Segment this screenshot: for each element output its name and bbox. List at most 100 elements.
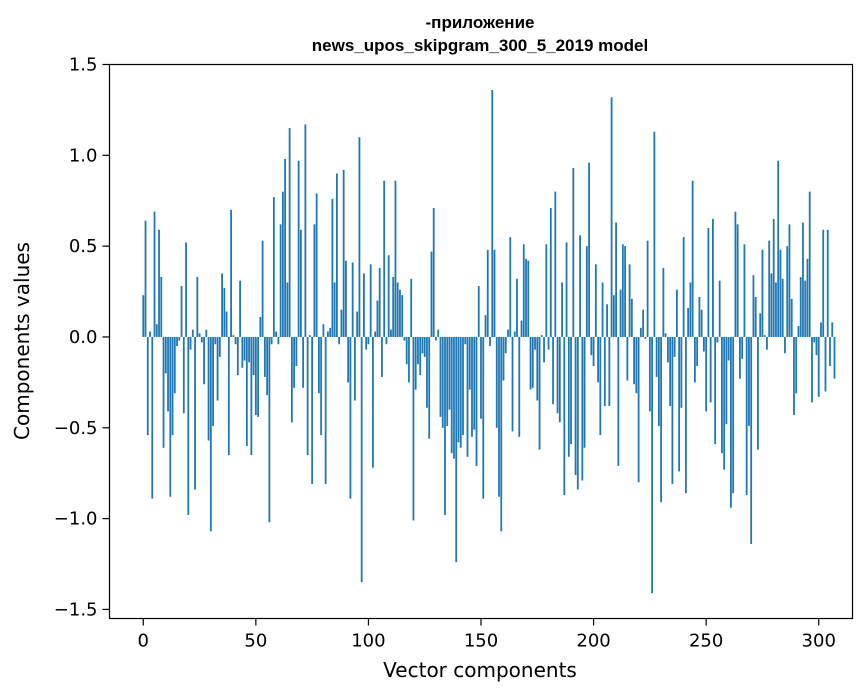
bar <box>689 282 692 337</box>
bar <box>680 336 683 408</box>
y-tick-label: 0.0 <box>69 327 98 348</box>
chart-title-line-2: news_upos_skipgram_300_5_2019 model <box>312 36 648 55</box>
x-axis-label: Vector components <box>383 658 577 682</box>
bar <box>549 208 552 337</box>
bar <box>617 336 620 466</box>
bar <box>187 336 190 515</box>
bar <box>757 336 759 450</box>
bar <box>509 237 512 337</box>
bar <box>511 336 514 432</box>
bar <box>218 336 221 357</box>
x-axis-ticks: 0 50 100 150 200 250 300 <box>138 618 836 652</box>
bar <box>311 336 314 485</box>
bar <box>529 336 532 390</box>
bar <box>448 336 451 410</box>
bar <box>727 336 730 361</box>
bar <box>664 333 667 337</box>
y-axis-ticks: −1.5 −1.0 −0.5 0.0 0.5 1.0 1.5 <box>54 55 110 620</box>
bar <box>367 336 370 345</box>
bar <box>642 309 645 337</box>
bar <box>561 282 563 337</box>
bar <box>444 336 446 515</box>
bar <box>457 336 460 443</box>
bar <box>540 335 543 337</box>
bar <box>428 336 431 439</box>
bar <box>450 336 453 454</box>
bar <box>525 258 527 337</box>
bar <box>603 336 606 406</box>
bar <box>263 336 266 377</box>
bar <box>394 180 397 337</box>
bar <box>822 229 825 337</box>
bar <box>160 277 163 337</box>
bar <box>173 336 176 394</box>
chart-title-line-1: -приложение <box>426 13 535 32</box>
bar <box>320 336 323 436</box>
bar <box>630 298 633 337</box>
bar <box>489 336 491 347</box>
bar <box>745 336 748 495</box>
bar <box>594 264 597 337</box>
bar <box>347 336 350 383</box>
bar <box>475 336 478 466</box>
bar <box>763 335 766 337</box>
bar <box>637 336 640 483</box>
bar <box>245 336 248 446</box>
bar <box>207 336 210 441</box>
bar <box>556 336 559 414</box>
bar <box>259 316 262 337</box>
bar <box>662 267 665 337</box>
bar <box>412 336 415 521</box>
bar <box>527 260 530 337</box>
bar <box>477 286 480 337</box>
bar <box>198 333 201 337</box>
bar <box>216 336 219 401</box>
bar <box>227 336 230 456</box>
bar <box>768 240 771 337</box>
bar <box>628 264 631 337</box>
bar <box>304 124 307 337</box>
bar <box>439 336 442 417</box>
bar <box>290 336 293 423</box>
bar <box>793 336 795 416</box>
bar <box>257 336 259 417</box>
bar <box>522 244 525 337</box>
bar <box>277 336 280 345</box>
bar <box>421 336 424 354</box>
bar <box>725 336 728 425</box>
bar <box>802 222 804 337</box>
bar <box>200 336 203 343</box>
bar <box>338 336 341 345</box>
bar <box>829 336 831 367</box>
bar <box>297 160 300 337</box>
bar <box>241 336 244 368</box>
bar <box>520 320 523 337</box>
bar <box>191 329 194 337</box>
bar <box>554 191 557 337</box>
bar <box>464 336 467 345</box>
bar <box>507 329 509 337</box>
bar <box>383 180 386 337</box>
bar <box>399 289 401 337</box>
bar <box>703 336 705 352</box>
bar <box>732 336 735 494</box>
bar <box>441 336 444 428</box>
bar <box>299 229 302 337</box>
y-tick-label: 1.5 <box>69 55 98 76</box>
bar <box>486 249 489 337</box>
bar <box>401 295 404 337</box>
bar <box>203 336 205 385</box>
bar <box>570 336 572 445</box>
bar <box>813 336 816 343</box>
bar <box>360 336 363 583</box>
bar <box>417 336 419 365</box>
bar <box>340 309 343 337</box>
bar <box>558 336 561 423</box>
bar <box>194 336 196 490</box>
bar <box>342 169 345 337</box>
x-tick-label: 150 <box>464 631 498 652</box>
bar <box>151 336 154 499</box>
x-tick-label: 50 <box>244 631 267 652</box>
bar <box>709 336 712 403</box>
